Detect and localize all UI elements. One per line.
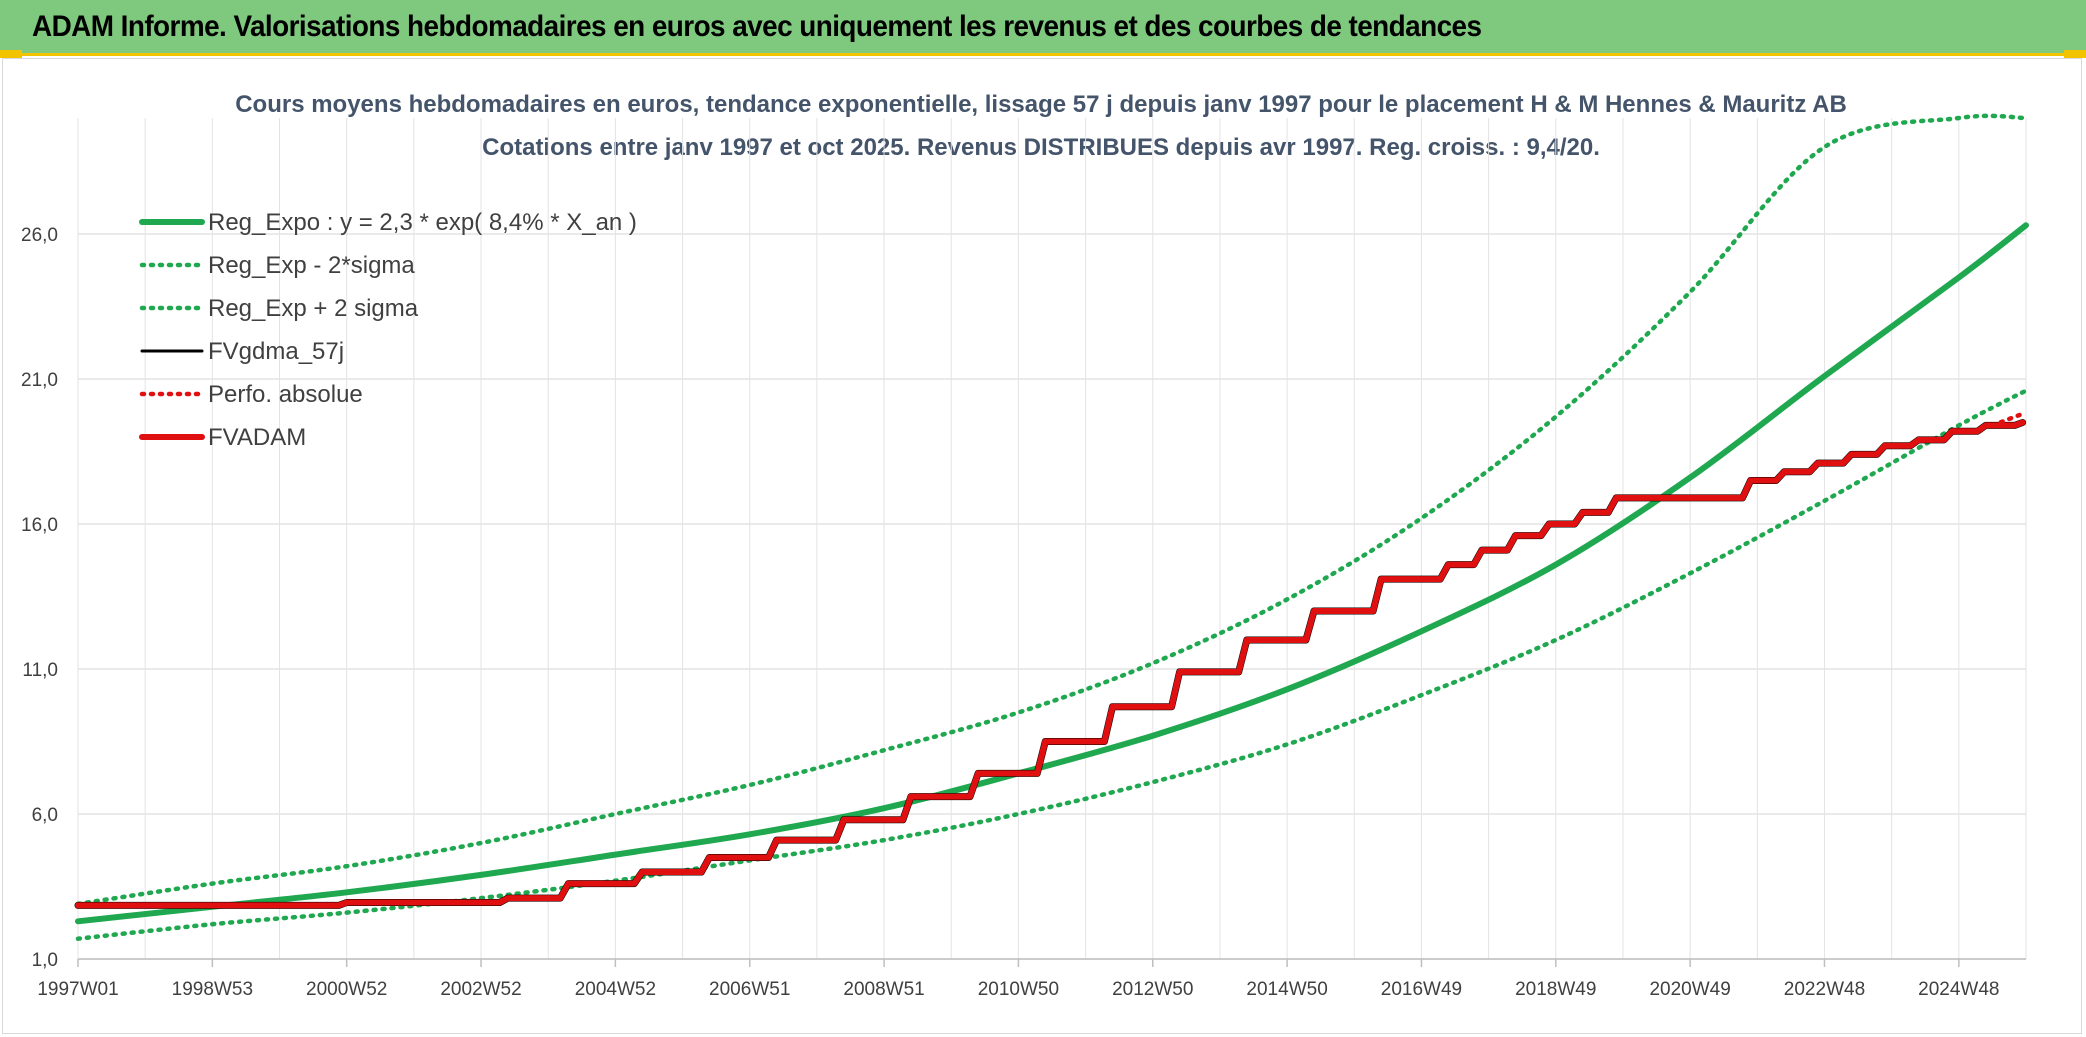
axes: 1,0 6,0 11,0 16,0 21,0 26,0 1997W01 1998W53 2000… <box>21 225 2026 1000</box>
chart-frame <box>2 58 2082 1034</box>
x-tick-label: 1998W53 <box>172 979 253 1000</box>
report-title: ADAM Informe. Valorisations hebdomadaire… <box>32 10 1482 43</box>
banner-accent-right <box>2064 50 2086 58</box>
chart-subtitle: Cotations entre janv 1997 et oct 2025. R… <box>482 134 1600 161</box>
x-tick-label: 2012W50 <box>1112 979 1193 1000</box>
legend-label: FVADAM <box>208 424 306 451</box>
legend: Reg_Expo : y = 2,3 * exp( 8,4% * X_an ) R… <box>139 209 637 451</box>
fvadam-line <box>75 419 2026 909</box>
x-tick-label: 2004W52 <box>575 979 656 1000</box>
x-tick-label: 2010W50 <box>978 979 1059 1000</box>
trend-lower-band <box>75 388 2029 941</box>
chart-title: Cours moyens hebdomadaires en euros, ten… <box>235 91 1847 118</box>
x-tick-label: 2020W49 <box>1649 979 1730 1000</box>
y-tick-label: 11,0 <box>22 660 58 681</box>
x-tick-label: 2022W48 <box>1784 979 1865 1000</box>
x-tick-label: 1997W01 <box>37 979 118 1000</box>
legend-label: Reg_Exp + 2 sigma <box>208 295 419 322</box>
x-tick-label: 2014W50 <box>1246 979 1327 1000</box>
legend-label: FVgdma_57j <box>208 338 344 365</box>
y-tick-label: 16,0 <box>21 515 58 536</box>
y-tick-label: 6,0 <box>32 805 58 826</box>
y-tick-label: 26,0 <box>21 225 58 246</box>
x-tick-label: 2000W52 <box>306 979 387 1000</box>
x-tick-label: 2018W49 <box>1515 979 1596 1000</box>
x-tick-label: 2008W51 <box>843 979 924 1000</box>
legend-label: Reg_Exp - 2*sigma <box>208 252 415 279</box>
x-tick-label: 2002W52 <box>440 979 521 1000</box>
x-tick-label: 2006W51 <box>709 979 790 1000</box>
x-tick-label: 2016W49 <box>1381 979 1462 1000</box>
legend-label: Reg_Expo : y = 2,3 * exp( 8,4% * X_an ) <box>208 209 637 236</box>
y-tick-label: 21,0 <box>21 370 58 391</box>
banner-accent-left <box>0 50 22 58</box>
trend-line <box>75 222 2029 925</box>
legend-label: Perfo. absolue <box>208 381 363 408</box>
trend-upper-band <box>75 113 2029 907</box>
report-banner: ADAM Informe. Valorisations hebdomadaire… <box>0 0 2086 56</box>
x-tick-label: 2024W48 <box>1918 979 1999 1000</box>
series <box>74 113 2029 941</box>
y-tick-label: 1,0 <box>32 950 58 971</box>
